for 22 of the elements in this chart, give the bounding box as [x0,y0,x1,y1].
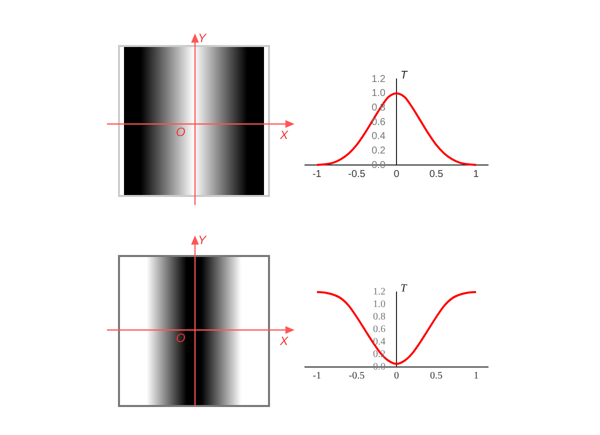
x-tick-label: 0 [394,168,400,180]
y-tick-label: 0.4 [372,131,386,142]
x-tick-label: 1 [473,168,480,180]
y-tick-label: 1.0 [372,88,386,100]
y-tick-label: 0.6 [372,116,386,128]
x-tick-label: 0.5 [430,370,443,382]
x-tick-label: -0.5 [348,370,365,382]
x-tick-label: -1 [312,168,322,180]
x-tick-label: 0.5 [429,168,444,180]
y-axis-title: T [400,70,408,82]
y-tick-label: 0.2 [372,145,386,156]
y-tick-label: 1.0 [373,299,386,310]
y-tick-label: 1.2 [372,74,386,85]
x-tick-label: -0.5 [348,168,366,180]
y-tick-label: 1.2 [373,286,386,298]
y-tick-label: 0.4 [373,336,386,348]
x-tick-label: 0 [394,370,399,382]
x-tick-label: -1 [312,370,322,382]
y-tick-label: 0.8 [373,312,386,323]
x-tick-label: 1 [474,370,479,382]
y-tick-label: 0.6 [373,324,386,336]
y-axis-title: T [400,282,408,294]
